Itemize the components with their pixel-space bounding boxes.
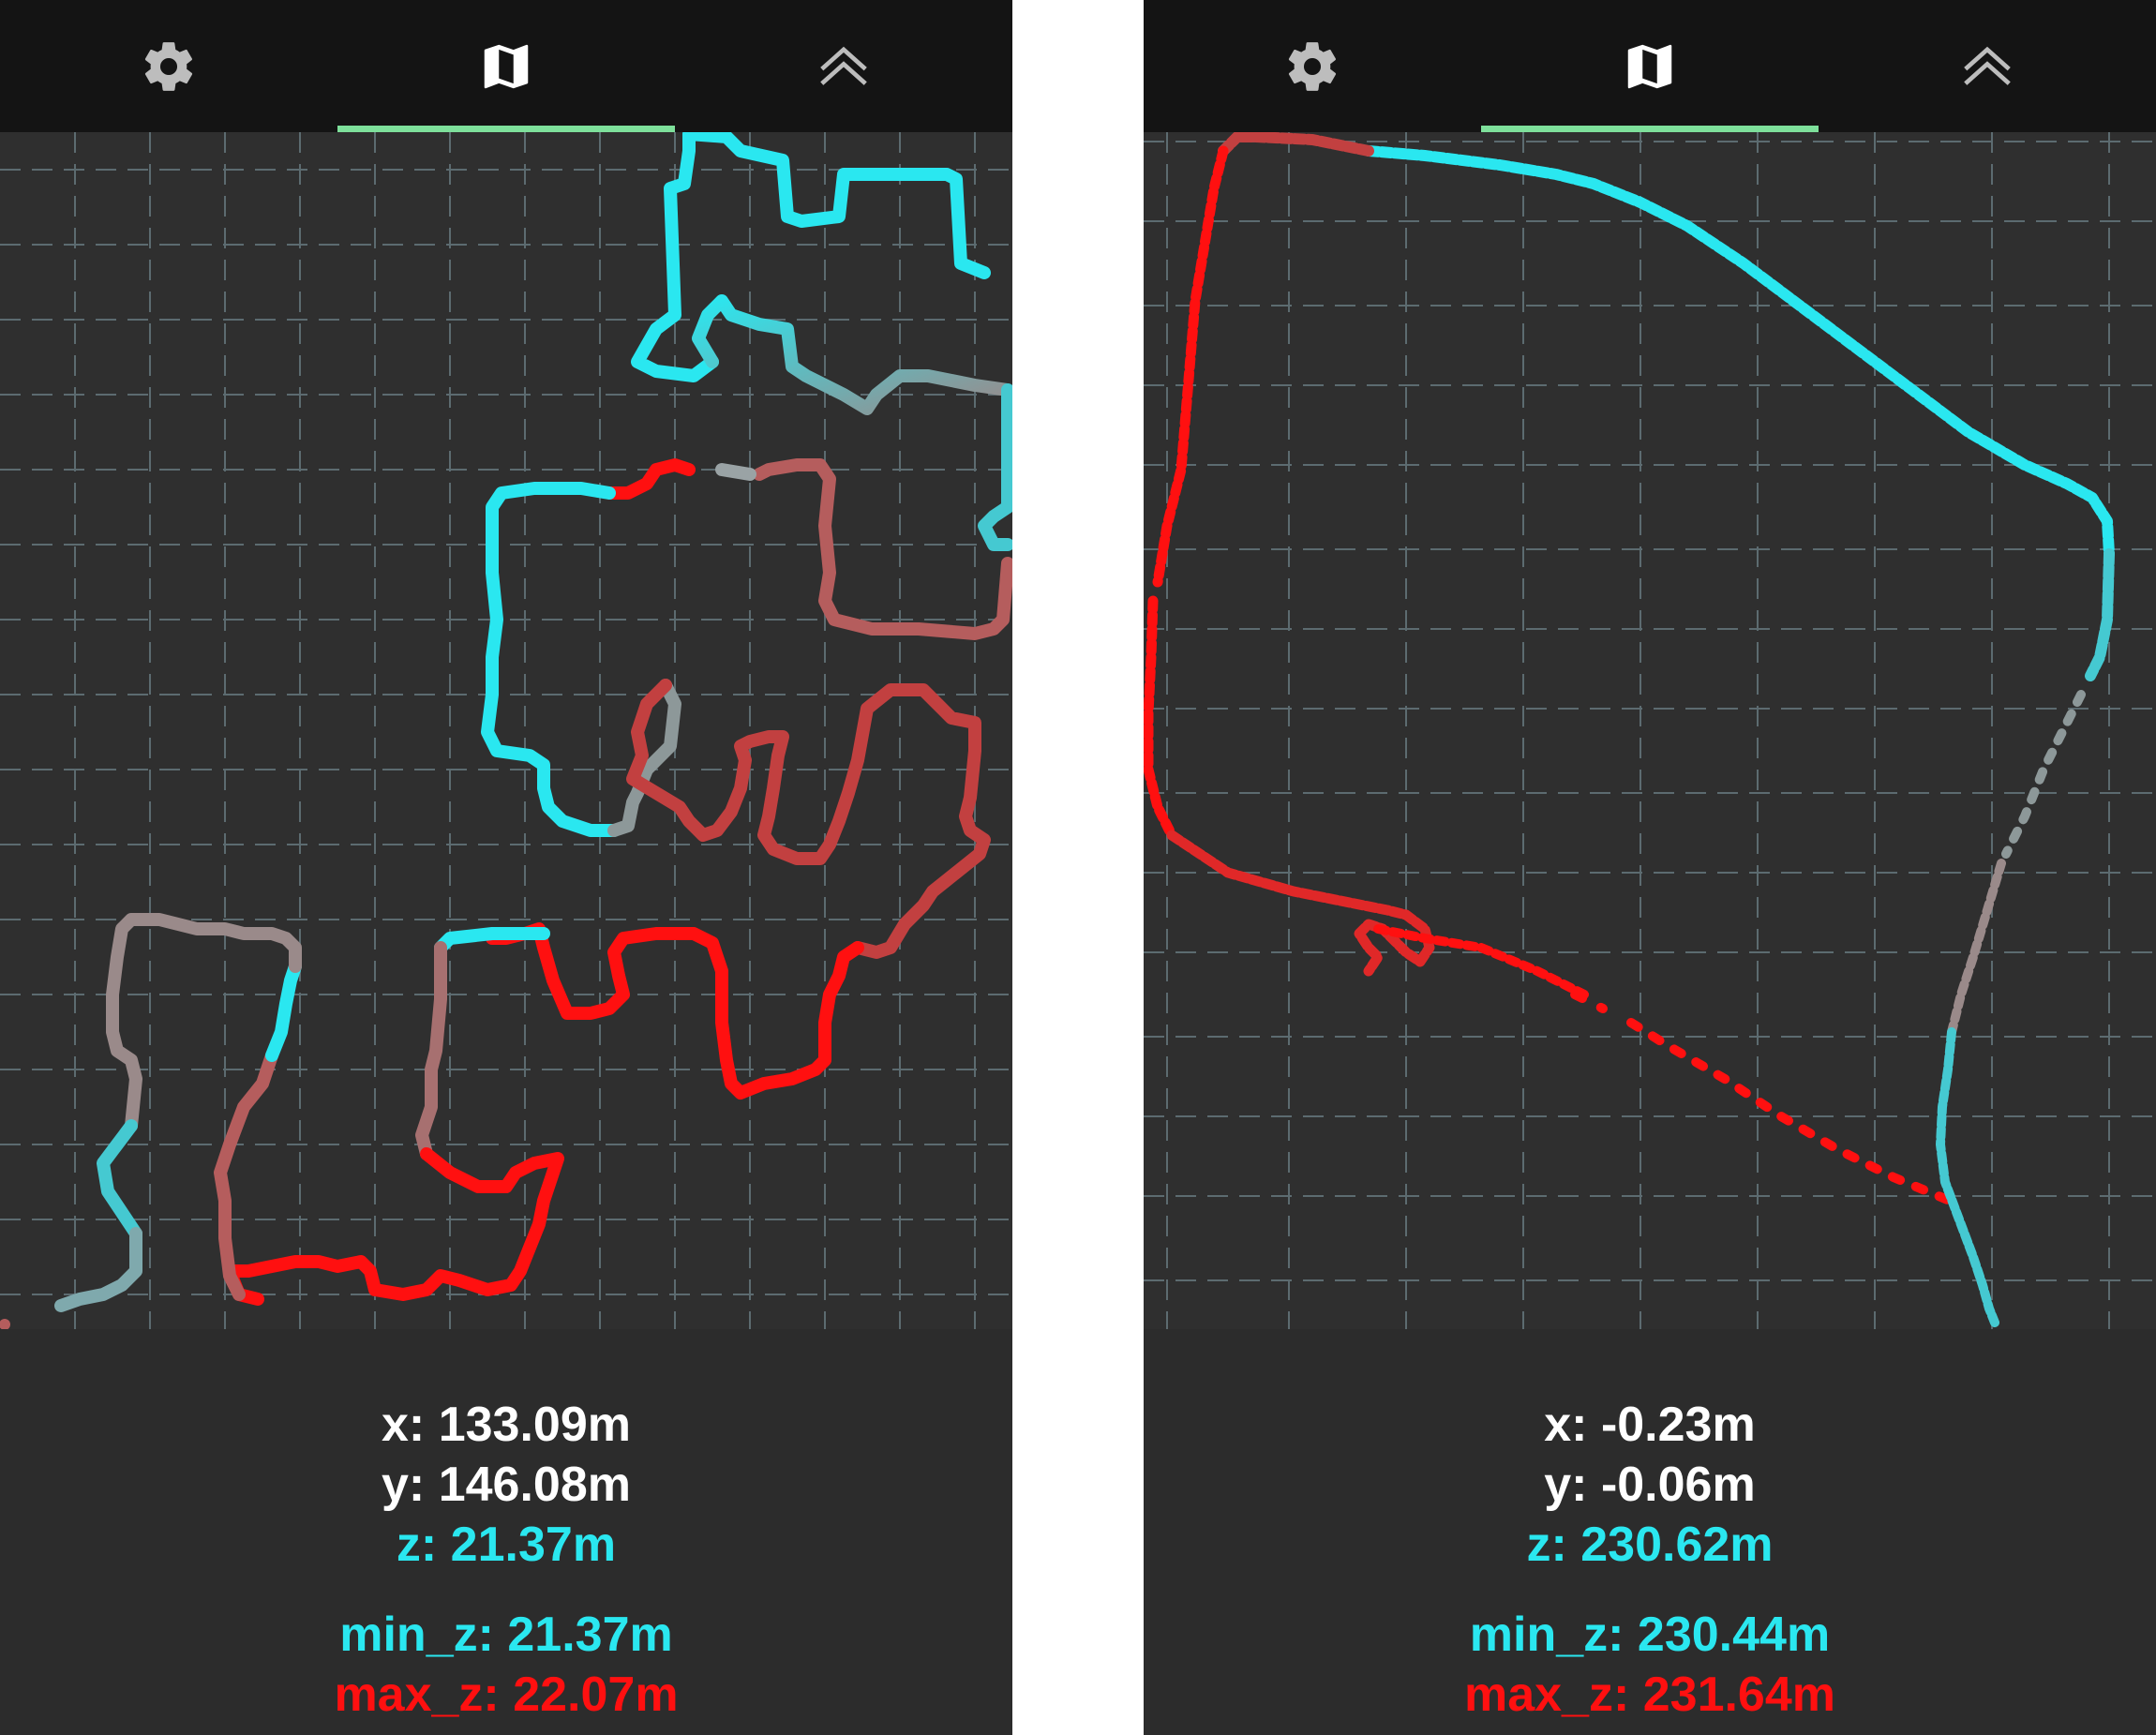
tab-elevation[interactable]	[1819, 0, 2156, 132]
map-grid	[1144, 132, 2156, 1329]
y-coordinate: y: -0.06m	[1544, 1458, 1756, 1512]
phone-screen-left: x: 133.09m y: 146.08m z: 21.37m min_z: 2…	[0, 0, 1012, 1735]
trajectory-plot	[0, 132, 1012, 1329]
trajectory-path	[54, 132, 1012, 1312]
gear-icon	[144, 41, 193, 91]
chevrons-up-icon	[1964, 46, 2011, 85]
x-coordinate: x: -0.23m	[1544, 1398, 1756, 1452]
x-coordinate: x: 133.09m	[382, 1398, 631, 1452]
origin-point	[0, 1319, 10, 1329]
gear-icon	[1288, 41, 1337, 91]
tab-bar	[0, 0, 1012, 132]
min-z-value: min_z: 230.44m	[1469, 1608, 1831, 1662]
tab-map[interactable]	[337, 0, 675, 132]
max-z-value: max_z: 22.07m	[334, 1668, 679, 1722]
position-readout: x: -0.23m y: -0.06m z: 230.62m min_z: 23…	[1144, 1329, 2156, 1735]
tab-map[interactable]	[1481, 0, 1819, 132]
map-icon	[1627, 44, 1672, 88]
tab-elevation[interactable]	[675, 0, 1012, 132]
trajectory-path	[1144, 132, 2115, 1327]
z-coordinate: z: 21.37m	[396, 1518, 617, 1572]
trajectory-plot	[1144, 132, 2156, 1329]
chevrons-up-icon	[820, 46, 867, 85]
active-tab-indicator	[337, 126, 675, 132]
max-z-value: max_z: 231.64m	[1463, 1668, 1836, 1722]
active-tab-indicator	[1481, 126, 1819, 132]
y-coordinate: y: 146.08m	[382, 1458, 631, 1512]
z-coordinate: z: 230.62m	[1526, 1518, 1774, 1572]
tab-settings[interactable]	[0, 0, 337, 132]
map-icon	[484, 44, 529, 88]
tab-settings[interactable]	[1144, 0, 1481, 132]
position-readout: x: 133.09m y: 146.08m z: 21.37m min_z: 2…	[0, 1329, 1012, 1735]
trajectory-map[interactable]	[1144, 132, 2156, 1331]
trajectory-map[interactable]	[0, 132, 1012, 1331]
phone-screen-right: x: -0.23m y: -0.06m z: 230.62m min_z: 23…	[1144, 0, 2156, 1735]
min-z-value: min_z: 21.37m	[339, 1608, 673, 1662]
tab-bar	[1144, 0, 2156, 132]
